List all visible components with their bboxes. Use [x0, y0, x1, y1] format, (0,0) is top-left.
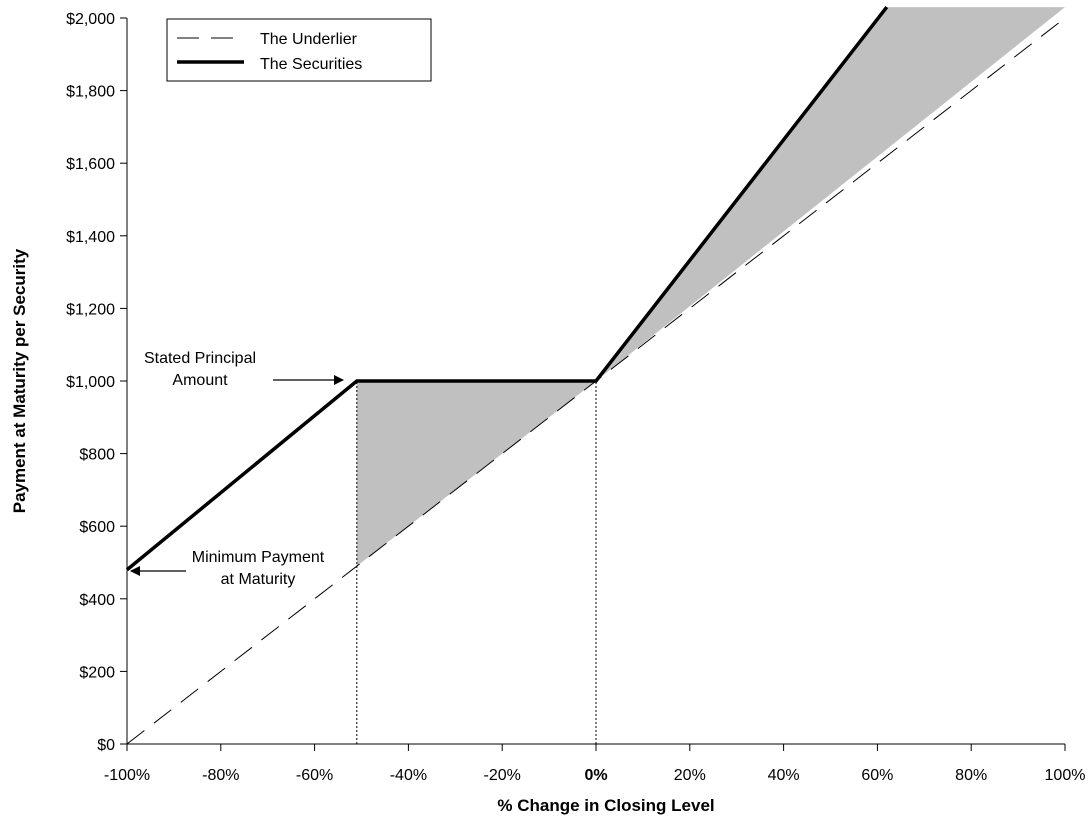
legend-label-securities: The Securities	[260, 56, 362, 73]
annotation-stated-principal-line2: Amount	[172, 372, 228, 389]
series-line-securities	[125, 6, 889, 572]
y-tick-label: $1,800	[66, 84, 115, 101]
y-tick-label: $1,200	[66, 301, 115, 318]
x-tick-label: -40%	[390, 767, 427, 784]
x-axis-ticks: -100% -80% -60% -40% -20% 0% 20% 40% 60% 80% 100%	[104, 744, 1086, 784]
reference-lines	[356, 381, 597, 744]
shaded-regions	[356, 7, 1065, 567]
y-tick-label: $200	[79, 664, 115, 681]
x-tick-label: 100%	[1045, 767, 1086, 784]
y-axis-ticks: $0 $200 $400 $600 $800 $1,000 $1,200 $1,400 $1,6…	[66, 11, 127, 754]
annotation-stated-principal: Stated Principal Amount	[144, 350, 344, 389]
annotation-minimum-payment-line1: Minimum Payment	[192, 549, 325, 566]
shaded-region-1	[596, 7, 1065, 382]
x-tick-label: 60%	[861, 767, 893, 784]
y-tick-label: $0	[97, 737, 115, 754]
legend-box	[166, 18, 432, 82]
annotation-minimum-payment: Minimum Payment at Maturity	[130, 549, 325, 588]
annotation-stated-principal-line1: Stated Principal	[144, 350, 256, 367]
legend-label-underlier: The Underlier	[260, 31, 358, 48]
y-tick-label: $1,600	[66, 156, 115, 173]
x-tick-label: -100%	[104, 767, 150, 784]
y-tick-label: $600	[79, 519, 115, 536]
x-tick-label: -80%	[202, 767, 239, 784]
legend: The Underlier The Securities	[166, 18, 432, 82]
x-tick-label: 20%	[674, 767, 706, 784]
y-tick-label: $400	[79, 592, 115, 609]
x-tick-label: 40%	[768, 767, 800, 784]
x-axis-title: % Change in Closing Level	[497, 796, 714, 815]
x-tick-label: -60%	[296, 767, 333, 784]
y-tick-label: $2,000	[66, 11, 115, 28]
series-lines	[125, 6, 1066, 745]
x-tick-label: 0%	[584, 767, 607, 784]
annotation-minimum-payment-line2: at Maturity	[221, 571, 296, 588]
y-tick-label: $1,400	[66, 229, 115, 246]
y-axis-title: Payment at Maturity per Security	[10, 248, 29, 513]
y-tick-label: $800	[79, 447, 115, 464]
x-tick-label: 80%	[955, 767, 987, 784]
y-tick-label: $1,000	[66, 374, 115, 391]
shaded-region-0	[356, 381, 596, 567]
x-tick-label: -20%	[484, 767, 521, 784]
